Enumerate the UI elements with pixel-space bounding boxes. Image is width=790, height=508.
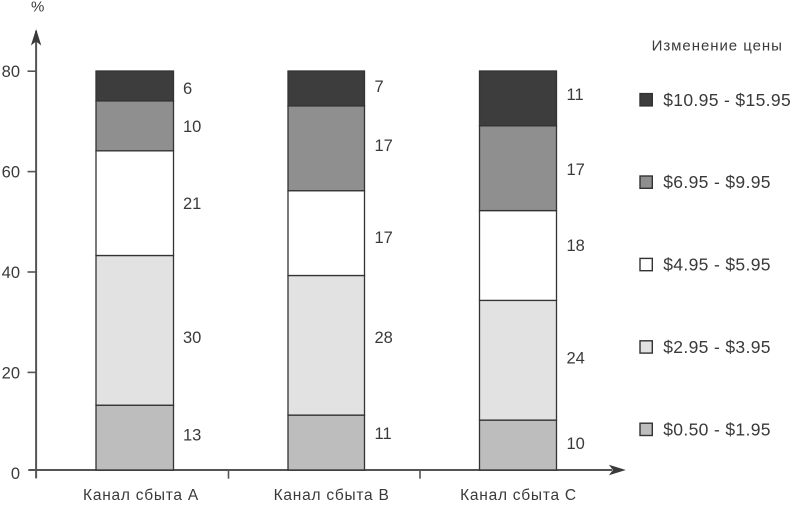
svg-text:$4.95 - $5.95: $4.95 - $5.95 [663,255,771,275]
svg-text:60: 60 [2,164,20,182]
svg-text:$10.95 - $15.95: $10.95 - $15.95 [663,90,790,110]
svg-text:Канал сбыта С: Канал сбыта С [460,487,577,504]
svg-text:$6.95 - $9.95: $6.95 - $9.95 [663,172,771,192]
svg-text:13: 13 [183,426,201,444]
svg-text:%: % [31,0,44,15]
svg-text:11: 11 [567,86,584,104]
svg-text:24: 24 [567,349,585,367]
svg-text:11: 11 [375,425,392,443]
svg-text:17: 17 [375,229,393,247]
svg-text:40: 40 [2,264,20,282]
svg-text:Канал сбыта А: Канал сбыта А [83,487,199,504]
svg-text:0: 0 [11,465,20,483]
svg-text:21: 21 [183,195,201,213]
svg-text:Канал сбыта В: Канал сбыта В [274,487,390,504]
svg-text:$2.95 - $3.95: $2.95 - $3.95 [663,337,771,357]
svg-text:$0.50 - $1.95: $0.50 - $1.95 [663,419,771,439]
svg-text:17: 17 [375,137,393,155]
svg-text:20: 20 [2,364,20,382]
svg-text:10: 10 [183,118,201,136]
svg-text:6: 6 [183,80,192,98]
svg-text:7: 7 [375,78,384,96]
svg-text:18: 18 [567,237,585,255]
svg-text:80: 80 [2,63,20,81]
svg-text:10: 10 [567,435,585,453]
svg-text:Изменение цены: Изменение цены [652,38,783,55]
svg-text:30: 30 [183,329,201,347]
svg-text:28: 28 [375,329,393,347]
svg-text:17: 17 [567,161,585,179]
